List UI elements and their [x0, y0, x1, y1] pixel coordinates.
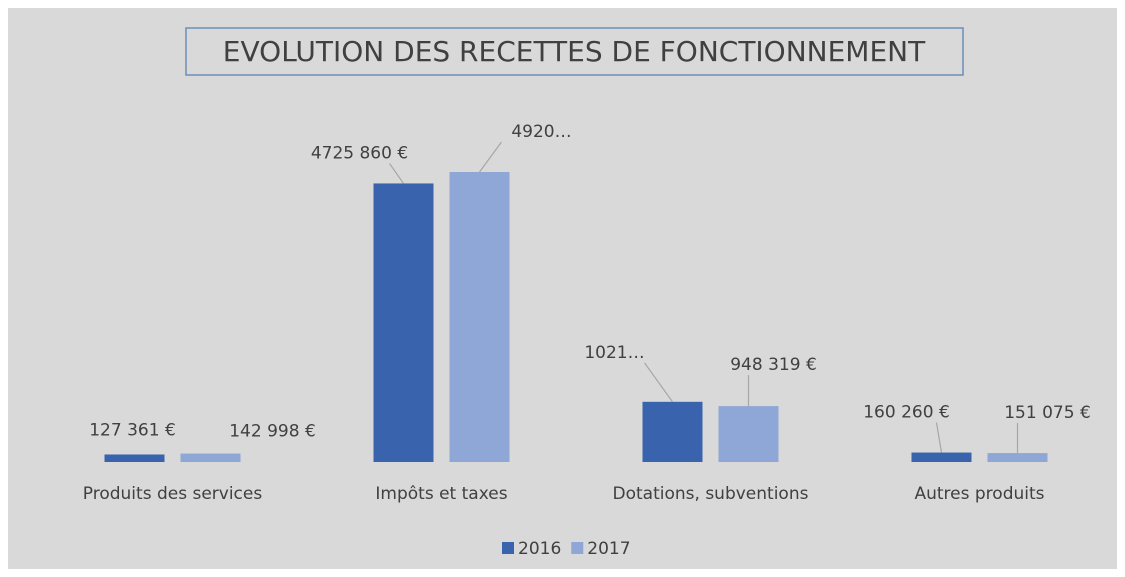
- legend-swatch: [502, 542, 514, 554]
- legend-swatch: [571, 542, 584, 554]
- leader-line: [479, 141, 502, 173]
- chart-area: [8, 8, 1117, 569]
- title-box: [185, 27, 964, 76]
- bar: [911, 452, 972, 462]
- bar: [449, 172, 510, 462]
- x-tick-label: Impôts et taxes: [375, 484, 507, 504]
- x-tick-label: Produits des services: [83, 484, 263, 504]
- data-label: 142 998 €: [229, 422, 316, 442]
- bar: [718, 406, 779, 462]
- chart-title: EVOLUTION DES RECETTES DE FONCTIONNEMENT: [223, 35, 926, 68]
- bar: [104, 454, 165, 462]
- leader-line: [644, 362, 673, 403]
- data-label: 4725 860 €: [311, 143, 408, 163]
- data-label: 151 075 €: [1004, 403, 1091, 423]
- data-label: 160 260 €: [863, 403, 950, 423]
- legend-label: 2017: [587, 539, 630, 559]
- data-label: 948 319 €: [730, 355, 817, 375]
- leader-line: [935, 422, 943, 453]
- bar: [373, 183, 434, 462]
- data-label: 127 361 €: [89, 420, 176, 440]
- data-label: 1021…: [584, 343, 644, 363]
- x-tick-label: Dotations, subventions: [613, 484, 809, 504]
- bar: [642, 401, 703, 462]
- data-label: 4920…: [511, 122, 571, 142]
- leader-line: [389, 163, 404, 184]
- legend-label: 2016: [518, 539, 561, 559]
- bar: [987, 453, 1048, 462]
- bar: [180, 453, 241, 462]
- x-tick-label: Autres produits: [914, 484, 1044, 504]
